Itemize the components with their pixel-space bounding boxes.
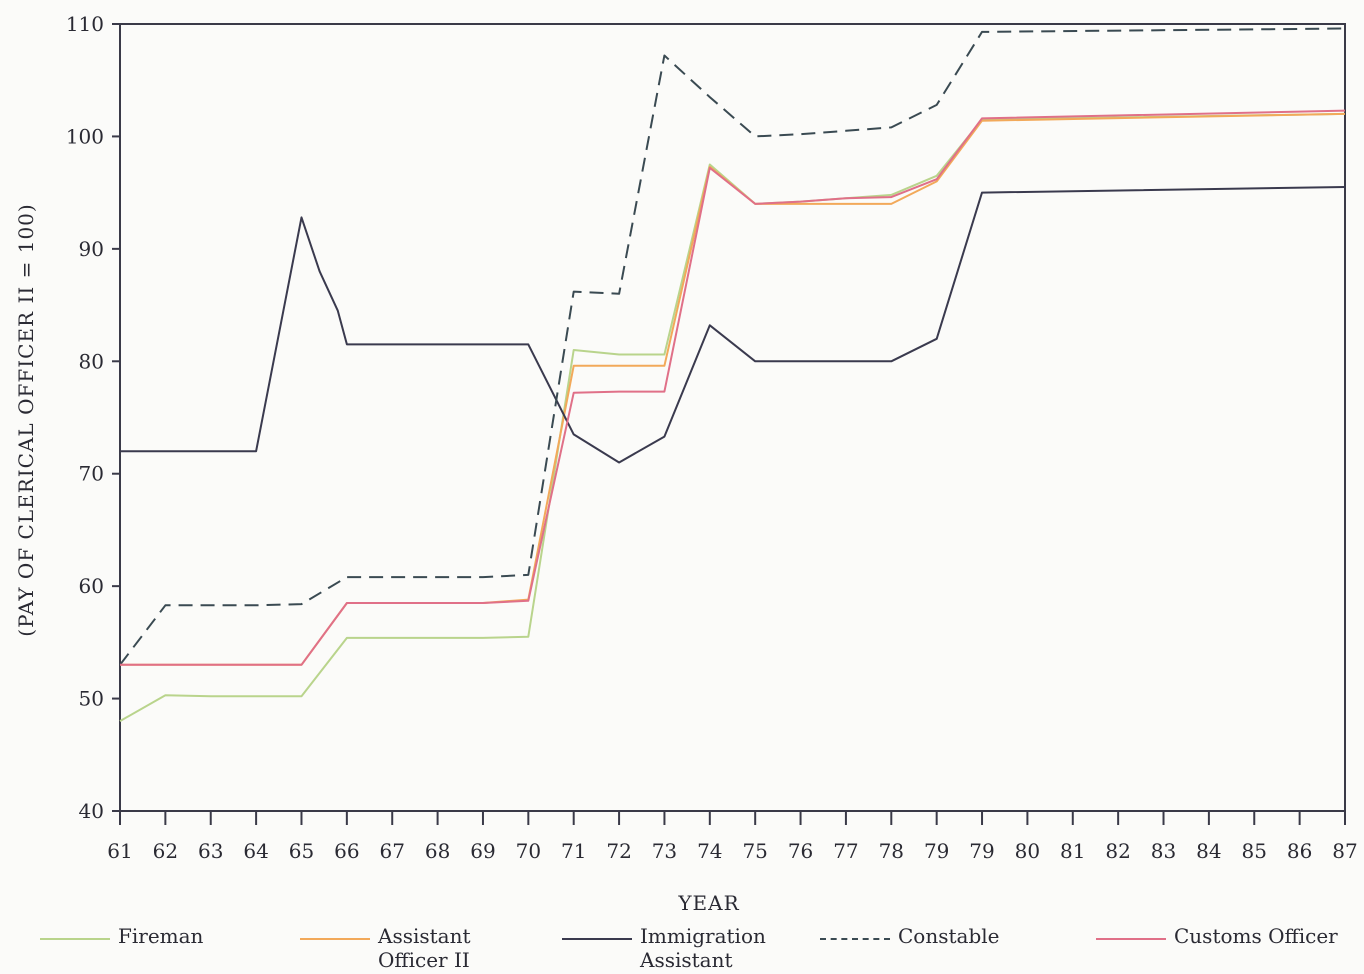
x-tick-label: 79 (924, 839, 949, 863)
x-tick-label: 75 (742, 839, 767, 863)
legend-label-fireman: Fireman (118, 924, 204, 948)
x-tick-label: 77 (833, 839, 858, 863)
x-tick-label: 69 (470, 839, 495, 863)
x-tick-label: 82 (1105, 839, 1130, 863)
x-tick-label: 68 (425, 839, 450, 863)
y-tick-label: 40 (79, 799, 104, 823)
x-tick-label: 65 (289, 839, 314, 863)
y-tick-label: 110 (66, 12, 104, 36)
series-line-immigration-assistant (120, 186, 1346, 464)
x-tick-label: 80 (1015, 839, 1040, 863)
line-chart: 40 50 60 70 80 90 100 110 61 62 63 64 65 66 67 68 69 70 7… (14, 12, 1358, 915)
x-tick-label: 74 (697, 839, 722, 863)
x-tick-label: 64 (243, 839, 268, 863)
legend-swatch-customs-officer (1096, 938, 1166, 940)
x-tick-label: 79 (969, 839, 994, 863)
legend-item-customs-officer: Customs Officer (1096, 924, 1338, 948)
y-tick-label: 100 (66, 124, 104, 148)
y-axis-title: (PAY OF CLERICAL OFFICER II = 100) (14, 203, 38, 636)
x-tick-label: 86 (1287, 839, 1312, 863)
x-tick-label: 71 (561, 839, 586, 863)
legend-label-assistant-officer: Assistant Officer II (378, 924, 471, 972)
series-layer (119, 27, 1346, 722)
y-tick-label: 50 (79, 687, 104, 711)
x-axis-ticks: 61 62 63 64 65 66 67 68 69 70 71 72 73 74 75 76 77 78 79 79… (107, 811, 1358, 863)
x-tick-label: 87 (1332, 839, 1357, 863)
legend-label-immigration-assistant: Immigration Assistant (640, 924, 766, 972)
x-axis-title: YEAR (677, 891, 739, 915)
x-tick-label: 81 (1060, 839, 1085, 863)
legend-label-constable: Constable (898, 924, 1000, 948)
legend-label-customs-officer: Customs Officer (1174, 924, 1338, 948)
series-line-assistant-officer-ii (120, 112, 1346, 666)
x-tick-label: 73 (652, 839, 677, 863)
x-tick-label: 84 (1196, 839, 1221, 863)
x-tick-label: 85 (1242, 839, 1267, 863)
legend-swatch-fireman (40, 938, 110, 940)
legend-item-constable: Constable (820, 924, 999, 948)
legend-item-fireman: Fireman (40, 924, 203, 948)
y-tick-label: 80 (79, 349, 104, 373)
y-tick-label: 60 (79, 574, 104, 598)
series-line-customs-officer (120, 109, 1346, 666)
x-tick-label: 83 (1151, 839, 1176, 863)
x-tick-label: 61 (107, 839, 132, 863)
x-tick-label: 66 (334, 839, 359, 863)
y-axis-ticks: 40 50 60 70 80 90 100 110 (66, 12, 120, 823)
plot-frame (119, 23, 1346, 812)
legend-item-assistant-officer: Assistant Officer II (300, 924, 498, 972)
x-tick-label: 72 (606, 839, 631, 863)
x-tick-label: 78 (879, 839, 904, 863)
y-tick-label: 70 (79, 462, 104, 486)
legend-item-immigration-assistant: Immigration Assistant (562, 924, 780, 972)
legend-swatch-immigration-assistant (562, 938, 632, 940)
x-tick-label: 76 (788, 839, 813, 863)
x-tick-label: 67 (379, 839, 404, 863)
y-tick-label: 90 (79, 237, 104, 261)
legend-swatch-constable (820, 938, 890, 940)
legend: Fireman Assistant Officer II Immigration… (0, 918, 1364, 974)
series-line-constable (119, 27, 1346, 666)
legend-swatch-assistant-officer (300, 938, 370, 940)
series-line-fireman (119, 112, 1346, 722)
x-tick-label: 62 (153, 839, 178, 863)
x-tick-label: 63 (198, 839, 223, 863)
x-tick-label: 70 (516, 839, 541, 863)
